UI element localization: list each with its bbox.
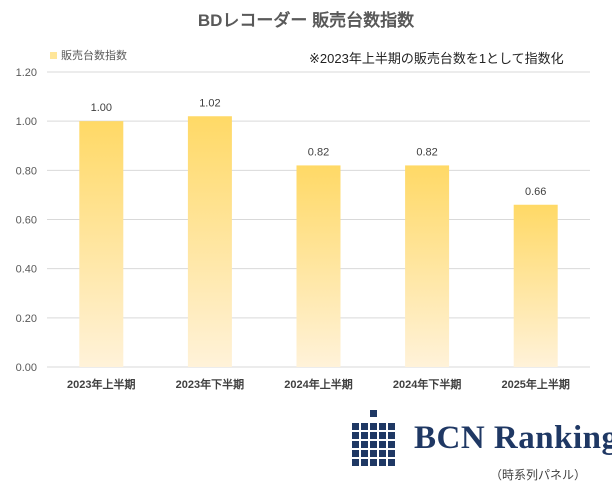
chart-title: BDレコーダー 販売台数指数 <box>197 11 415 30</box>
y-tick-label: 0.80 <box>16 165 37 177</box>
logo-subtitle: （時系列パネル） <box>490 468 587 482</box>
y-tick-label: 1.00 <box>16 116 37 128</box>
bar <box>405 165 450 367</box>
data-label: 1.02 <box>199 97 220 109</box>
data-label: 0.66 <box>525 186 546 198</box>
logo-mark-icon <box>352 410 395 466</box>
x-tick-label: 2024年下半期 <box>393 377 461 391</box>
bar <box>513 204 558 367</box>
chart-note: ※2023年上半期の販売台数を1として指数化 <box>309 51 564 66</box>
bcn-logo: BCN Ranking （時系列パネル） <box>352 410 612 490</box>
bar <box>296 165 341 367</box>
data-label: 1.00 <box>91 102 112 114</box>
y-tick-label: 1.20 <box>16 67 37 79</box>
y-tick-label: 0.20 <box>16 313 37 325</box>
data-label: 0.82 <box>308 146 329 158</box>
bar <box>79 121 124 368</box>
legend-swatch <box>50 51 57 59</box>
x-tick-label: 2024年上半期 <box>284 377 352 391</box>
legend: 販売台数指数 <box>50 47 127 63</box>
x-tick-label: 2023年下半期 <box>176 377 244 391</box>
legend-label: 販売台数指数 <box>61 50 127 62</box>
y-tick-label: 0.60 <box>16 215 37 227</box>
y-tick-label: 0.40 <box>16 264 37 276</box>
data-label: 0.82 <box>416 146 437 158</box>
bar <box>187 116 232 367</box>
x-tick-label: 2023年上半期 <box>67 377 135 391</box>
y-tick-label: 0.00 <box>16 362 37 374</box>
x-tick-label: 2025年上半期 <box>501 377 569 391</box>
logo-text: BCN Ranking <box>414 420 612 456</box>
